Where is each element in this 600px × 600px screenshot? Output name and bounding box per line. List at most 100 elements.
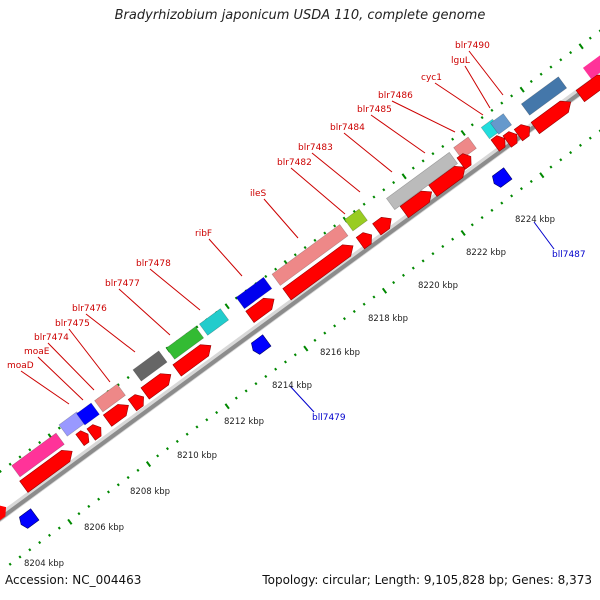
kbp-tick-label: 8222 kbp (466, 248, 506, 258)
tick-mark (283, 360, 287, 364)
category-box (582, 48, 600, 80)
tick-mark (244, 389, 248, 393)
forward-cds-arrow (245, 297, 275, 323)
tick-mark (303, 345, 309, 352)
forward-gene-label: blr7478 (136, 259, 171, 269)
genes-value: 8,373 (557, 573, 592, 587)
label-leader-line (149, 268, 201, 311)
tick-mark (510, 194, 514, 198)
tick-mark (0, 469, 2, 473)
tick-mark (362, 302, 366, 306)
tick-mark (38, 540, 42, 545)
kbp-tick-label: 8206 kbp (84, 523, 124, 533)
lower-tick-row (0, 129, 600, 570)
genome-stats: Topology: circular; Length: 9,105,828 bp… (262, 573, 592, 587)
tick-mark (539, 172, 545, 179)
tick-mark (77, 512, 81, 516)
tick-mark (175, 439, 179, 443)
tick-mark (224, 403, 230, 410)
kbp-tick-label: 8214 kbp (272, 381, 312, 391)
forward-gene-label: blr7476 (72, 304, 107, 314)
reverse-gene-label: bll7479 (312, 413, 346, 423)
reverse-cds-arrow (492, 167, 513, 188)
tick-mark (126, 375, 130, 380)
tick-mark (126, 475, 130, 480)
forward-gene-label: blr7483 (298, 143, 333, 153)
tick-mark (224, 303, 230, 310)
kbp-tick-label: 8224 kbp (515, 215, 555, 225)
tick-mark (569, 51, 573, 55)
tick-mark (57, 426, 61, 430)
kbp-tick-label: 8204 kbp (24, 559, 64, 569)
tick-mark (38, 440, 42, 445)
tick-mark (333, 324, 337, 328)
label-leader-line (118, 288, 171, 336)
forward-cds-arrow (530, 100, 572, 135)
topology-label: Topology: (262, 573, 319, 587)
tick-mark (411, 166, 415, 170)
tick-mark (234, 296, 238, 300)
tick-mark (480, 216, 484, 220)
tick-mark (431, 152, 435, 156)
tick-mark (342, 317, 346, 321)
tick-mark (381, 287, 388, 294)
topology-value: circular (322, 573, 367, 587)
category-box (94, 383, 126, 413)
tick-mark (8, 462, 12, 466)
tick-mark (47, 533, 51, 537)
tick-mark (67, 518, 73, 525)
tick-mark (18, 455, 22, 459)
forward-gene-label: blr7490 (455, 41, 490, 51)
category-box (344, 208, 368, 232)
tick-mark (519, 187, 523, 191)
kbp-tick-label: 8218 kbp (368, 314, 408, 324)
tick-mark (165, 447, 169, 451)
tick-mark (549, 165, 553, 169)
label-leaders (20, 50, 555, 413)
category-track (11, 48, 600, 478)
kbp-tick-label: 8220 kbp (418, 281, 458, 291)
tick-mark (323, 231, 327, 235)
forward-cds-arrow (19, 450, 73, 493)
tick-mark (362, 202, 366, 206)
tick-mark (441, 144, 445, 149)
tick-mark (578, 143, 582, 147)
map-layer: 8204 kbp 8206 kbp 8208 kbp 8210 kbp 8212 kbp… (0, 29, 600, 570)
forward-gene-label: blr7477 (105, 279, 140, 289)
tick-mark (264, 374, 268, 378)
tick-mark (303, 245, 307, 250)
tick-mark (293, 253, 297, 257)
tick-mark (490, 108, 494, 112)
forward-cds-arrow (102, 404, 129, 427)
forward-gene-label: ribF (195, 229, 212, 239)
category-box (76, 402, 100, 426)
reverse-gene-label: bll7487 (552, 250, 586, 260)
tick-mark (87, 504, 91, 508)
tick-mark (254, 382, 258, 386)
kbp-tick-label: 8208 kbp (130, 487, 170, 497)
accession-info: Accession: NC_004463 (5, 573, 141, 587)
tick-mark (392, 280, 396, 285)
forward-cds-arrow (456, 153, 472, 170)
label-leader-line (47, 342, 95, 391)
tick-mark (57, 526, 61, 530)
forward-cds-arrow (399, 190, 433, 219)
label-leader-line (208, 238, 243, 277)
accession-label: Accession: (5, 573, 69, 587)
forward-gene-label: blr7474 (34, 333, 69, 343)
tick-mark (490, 208, 494, 212)
tick-mark (470, 123, 474, 127)
forward-gene-label: blr7482 (277, 158, 312, 168)
tick-mark (205, 418, 209, 422)
tick-mark (510, 94, 514, 98)
tick-mark (529, 79, 533, 84)
tick-mark (28, 448, 32, 452)
label-leader-line (37, 356, 84, 401)
label-leader-line (20, 370, 70, 405)
tick-mark (500, 201, 504, 205)
forward-cds-arrow (0, 504, 7, 525)
reverse-cds-arrow (251, 334, 272, 355)
label-leader-line (289, 385, 315, 413)
tick-mark (333, 224, 337, 228)
